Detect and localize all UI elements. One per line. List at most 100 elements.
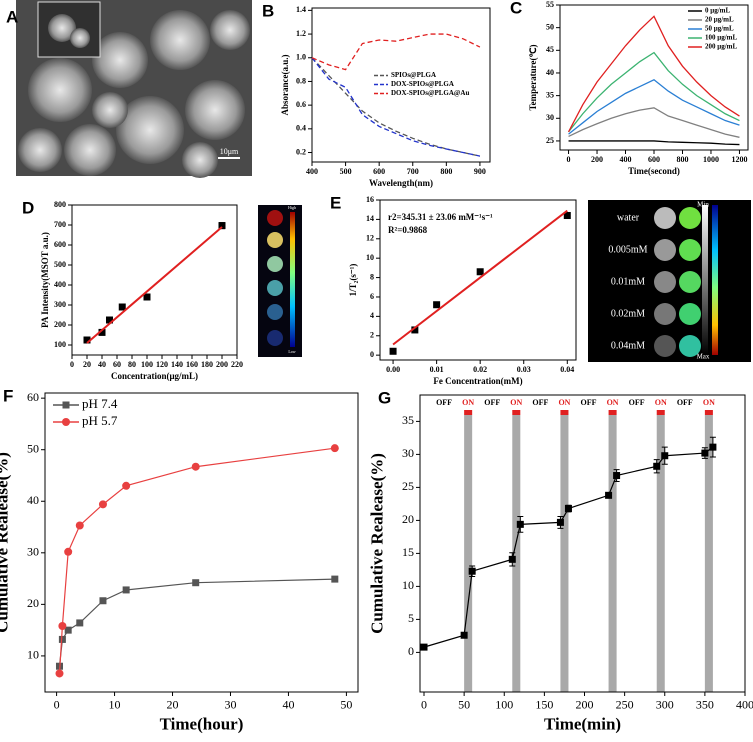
marker [122,481,131,490]
series-line [568,79,740,135]
y-tick-label: 4 [370,311,374,320]
x-tick-label: 0.03 [517,365,531,374]
y-tick-label: 35 [546,90,554,99]
marker [709,443,717,451]
mri-sample [654,335,676,357]
series-line [58,578,335,667]
marker [143,293,151,301]
y-axis-label: PA Intensity(MSOT a.u.) [40,232,50,328]
y-tick-label: 200 [54,320,66,329]
panel-letter: E [330,193,341,212]
sem-image [16,0,252,178]
phase-label: ON [607,398,619,407]
phase-label: ON [558,398,570,407]
x-axis-label: Fe Concentration(mM) [433,376,522,386]
y-tick-label: 0.2 [296,147,306,156]
x-tick-label: 100 [141,360,153,369]
x-tick-label: 100 [495,697,513,711]
y-tick-label: 10 [366,253,374,262]
mri-sample [654,303,676,325]
x-tick-label: 200 [576,697,594,711]
y-tick-label: 40 [27,493,39,507]
x-tick-label: 800 [440,167,452,176]
y-tick-label: 800 [54,200,66,209]
phase-label: ON [462,398,474,407]
y-tick-label: 1.0 [296,53,306,62]
y-tick-label: 1.4 [296,5,306,14]
x-tick-label: 140 [171,360,183,369]
series-line [58,447,335,674]
x-tick-label: 1000 [703,155,719,164]
legend-label: DOX-SPIOs@PLGA@Au [391,89,469,97]
marker [330,444,339,453]
x-tick-label: 500 [340,167,352,176]
x-axis-label: Time(hour) [160,715,244,734]
marker [613,472,621,480]
y-tick-label: 30 [402,446,414,460]
x-tick-label: 0.02 [473,365,487,374]
x-tick-label: 50 [458,697,470,711]
x-tick-label: 10 [109,697,121,711]
mri-label: 0.02mM [611,308,645,319]
y-tick-label: 50 [546,22,554,31]
marker [106,316,113,324]
x-tick-label: 20 [83,360,91,369]
phase-label: OFF [629,398,645,407]
colorbar-max: Max [697,353,710,361]
x-tick-label: 160 [186,360,198,369]
x-tick-label: 0.04 [560,365,574,374]
x-tick-label: 30 [224,697,236,711]
x-tick-label: 60 [113,360,121,369]
series-line [567,15,740,133]
y-tick-label: 0 [370,350,374,359]
marker [476,268,484,276]
x-tick-label: 40 [282,697,294,711]
y-tick-label: 500 [54,260,66,269]
colorbar-high: High [288,205,296,210]
y-axis-label: Cumulative Realease(%) [0,452,12,633]
y-axis-label: Temperature(℃) [528,44,538,110]
x-tick-label: 200 [216,360,228,369]
mri-label: 0.04mM [611,340,645,351]
series-line [568,107,740,138]
series-line [311,57,481,157]
marker [661,452,669,460]
legend-marker [62,418,70,426]
marker [516,520,524,528]
y-tick-label: 20 [27,596,39,610]
x-tick-label: 50 [340,697,352,711]
mri-sample-color [679,271,701,293]
y-tick-label: 14 [366,214,374,223]
y-axis-label: 1/T₂(s⁻¹) [348,264,358,297]
legend-label: 50 μg/mL [705,25,734,33]
panel-letter: F [3,386,13,405]
marker [58,622,67,631]
mri-label: water [617,212,640,223]
x-tick-label: 0 [421,697,427,711]
on-band [560,415,569,692]
x-tick-label: 900 [474,167,486,176]
on-band [704,415,713,692]
plot-frame [311,7,491,163]
pa-image [258,205,302,357]
marker [563,212,571,220]
panel-letter: C [510,0,522,17]
x-tick-label: 0.01 [430,365,444,374]
x-tick-label: 0 [54,697,60,711]
legend-label: 200 μg/mL [705,43,737,51]
y-tick-label: 0.8 [296,76,306,85]
series-line [568,140,740,146]
marker [701,449,709,457]
on-marker [560,410,569,415]
marker [64,626,72,634]
x-axis-label: Concentration(μg/mL) [111,371,198,381]
on-band [608,415,617,692]
y-tick-label: 700 [54,220,66,229]
y-tick-label: 12 [366,234,374,243]
x-tick-label: 200 [591,155,603,164]
x-tick-label: 600 [648,155,660,164]
marker [653,462,661,470]
legend-marker [62,401,70,409]
phase-label: OFF [532,398,548,407]
